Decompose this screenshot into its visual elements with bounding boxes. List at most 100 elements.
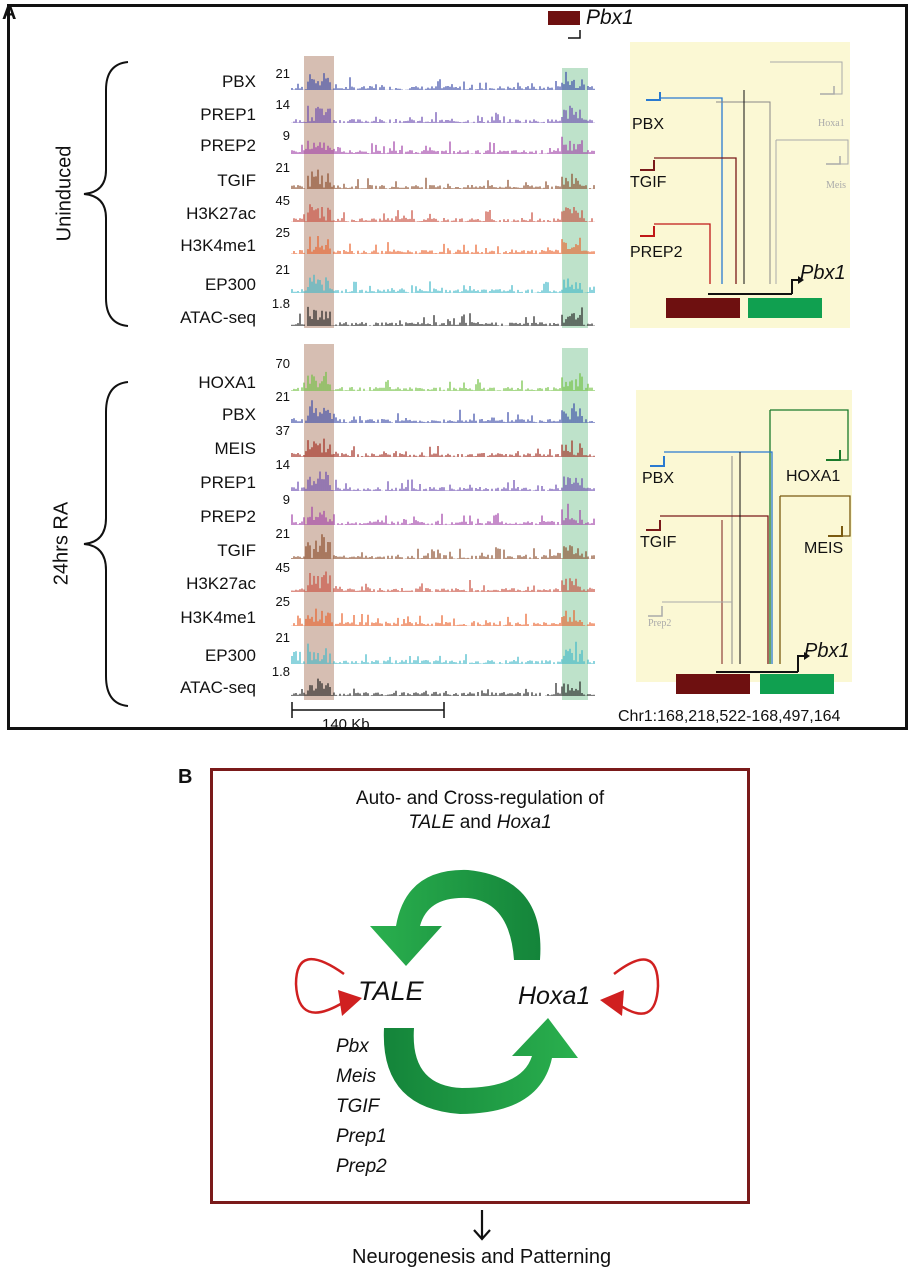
diagram-top-prep2-label: PREP2 <box>630 244 683 261</box>
highlight-enhancer-brown-bottom <box>304 344 334 700</box>
diagram-bottom-pbx-label: PBX <box>642 470 675 487</box>
track-signal <box>291 236 595 254</box>
track-scale: 21 <box>275 630 290 645</box>
diagram-top-bg <box>630 42 850 328</box>
scale-bar-label: 140 Kb <box>322 716 370 733</box>
track-scale: 21 <box>275 66 290 81</box>
diagram-top-pbx-label: PBX <box>632 116 665 133</box>
scale-bar <box>291 702 445 718</box>
diagram-bottom-tgif-label: TGIF <box>640 534 677 551</box>
track-scale: 25 <box>275 594 290 609</box>
track-label: EP300 <box>204 646 256 665</box>
diagram-bottom-gene-label: Pbx1 <box>804 640 850 662</box>
track-label: EP300 <box>204 275 256 294</box>
track-label: H3K4me1 <box>180 608 256 627</box>
track-signal <box>291 169 595 189</box>
track-signal <box>291 71 595 90</box>
track-signal <box>291 641 595 664</box>
tale-member: Prep2 <box>336 1156 387 1177</box>
track-scale: 9 <box>282 128 290 143</box>
track-scale: 1.8 <box>271 664 290 679</box>
track-label: PREP1 <box>200 473 256 492</box>
condition-uninduced: Uninduced <box>53 145 76 242</box>
track-label: H3K27ac <box>186 204 256 223</box>
track-label: TGIF <box>217 171 256 190</box>
brace-uninduced <box>83 61 129 327</box>
tale-member-list: Pbx Meis TGIF Prep1 Prep2 <box>336 1032 416 1182</box>
genomic-coordinates: Chr1:168,218,522-168,497,164 <box>618 708 841 725</box>
tale-member: Pbx <box>336 1036 369 1057</box>
track-label: PBX <box>221 405 256 424</box>
track-signal <box>291 306 595 326</box>
track-label: PREP1 <box>200 105 256 124</box>
regulation-cycle-diagram <box>294 869 660 1114</box>
track-scale: 21 <box>275 526 290 541</box>
track-signal <box>291 400 595 423</box>
track-label: PBX <box>221 72 256 91</box>
track-signal <box>291 678 595 696</box>
track-scale: 14 <box>275 97 290 112</box>
track-scale: 37 <box>275 423 290 438</box>
condition-24hrs-ra: 24hrs RA <box>50 501 73 586</box>
genome-browser-tracks <box>291 71 595 696</box>
pbx1-gene-marker <box>548 11 580 25</box>
outcome-label: Neurogenesis and Patterning <box>352 1246 612 1268</box>
diagram-top-gene-label: Pbx1 <box>800 262 846 284</box>
node-tale: TALE <box>358 976 424 1006</box>
title-and: and <box>454 812 497 833</box>
down-arrow-icon <box>473 1210 491 1241</box>
panel-b <box>210 768 750 1204</box>
tss-arrow-icon <box>568 30 581 39</box>
tale-member: Prep1 <box>336 1126 387 1147</box>
track-signal <box>291 608 595 626</box>
diagram-bottom-lines <box>646 409 851 694</box>
diagram-top-hoxa1-label: Hoxa1 <box>818 118 845 129</box>
diagram-bottom-meis-label: MEIS <box>804 540 844 557</box>
track-scale: 1.8 <box>271 296 290 311</box>
track-scale: 9 <box>282 492 290 507</box>
title-hoxa1: Hoxa1 <box>496 812 552 833</box>
track-scale: 70 <box>275 356 290 371</box>
title-tale: TALE <box>408 812 455 833</box>
track-signal <box>291 371 595 391</box>
track-scale: 45 <box>275 193 290 208</box>
track-signal <box>291 105 595 123</box>
track-scale: 25 <box>275 225 290 240</box>
track-signal <box>291 471 595 491</box>
track-label: ATAC-seq <box>180 678 256 697</box>
track-label: PREP2 <box>200 507 256 526</box>
track-label: ATAC-seq <box>180 308 256 327</box>
track-signal <box>291 571 595 592</box>
track-label: PREP2 <box>200 136 256 155</box>
track-scale: 21 <box>275 262 290 277</box>
track-signal <box>291 204 595 222</box>
pbx1-gene-title: Pbx1 <box>586 6 634 29</box>
tale-member: TGIF <box>336 1096 380 1117</box>
track-label: HOXA1 <box>198 373 256 392</box>
highlight-enhancer-brown-top <box>304 56 334 328</box>
diagram-top-lines <box>640 61 849 318</box>
track-signal <box>291 136 595 154</box>
track-label: MEIS <box>214 439 256 458</box>
panel-b-letter: B <box>178 766 193 788</box>
panel-b-title-line1: Auto- and Cross-regulation of <box>355 788 605 809</box>
diagram-bottom-prep2-label: Prep2 <box>648 618 672 629</box>
track-signal <box>291 534 595 559</box>
track-label: TGIF <box>217 541 256 560</box>
tale-member: Meis <box>336 1066 377 1087</box>
track-label: H3K4me1 <box>180 236 256 255</box>
node-hoxa1: Hoxa1 <box>518 982 591 1010</box>
track-signal <box>291 274 595 293</box>
track-scale: 14 <box>275 457 290 472</box>
panel-b-title-line2: TALE and Hoxa1 <box>210 812 750 834</box>
track-label: H3K27ac <box>186 574 256 593</box>
track-signal <box>291 438 595 457</box>
track-signal <box>291 503 595 525</box>
panel-a <box>7 4 908 730</box>
track-scale: 21 <box>275 160 290 175</box>
diagram-top-tgif-label: TGIF <box>630 174 667 191</box>
diagram-bottom-hoxa1-label: HOXA1 <box>786 468 841 485</box>
track-scale: 45 <box>275 560 290 575</box>
diagram-bottom-bg <box>636 390 852 682</box>
brace-24hrs-ra <box>83 381 129 707</box>
